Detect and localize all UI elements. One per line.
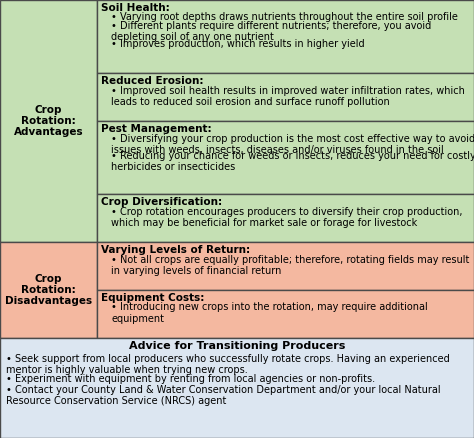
Bar: [0, 242, 97, 338]
Text: Reduced Erosion:: Reduced Erosion:: [101, 76, 204, 86]
Text: Soil Health:: Soil Health:: [101, 3, 170, 13]
Text: • Introducing new crops into the rotation, may require additional
equipment: • Introducing new crops into the rotatio…: [111, 303, 428, 324]
Bar: [0, 338, 474, 438]
Text: • Reducing your chance for weeds or insects, reduces your need for costly
herbic: • Reducing your chance for weeds or inse…: [111, 151, 474, 173]
Bar: [97, 290, 474, 338]
Bar: [97, 0, 474, 73]
Bar: [97, 73, 474, 121]
Text: • Not all crops are equally profitable; therefore, rotating fields may result
in: • Not all crops are equally profitable; …: [111, 254, 470, 276]
Text: Advice for Transitioning Producers: Advice for Transitioning Producers: [129, 341, 345, 351]
Bar: [97, 121, 474, 194]
Text: • Improved soil health results in improved water infiltration rates, which
leads: • Improved soil health results in improv…: [111, 86, 465, 107]
Bar: [97, 194, 474, 242]
Bar: [0, 0, 97, 242]
Text: Crop
Rotation:
Disadvantages: Crop Rotation: Disadvantages: [5, 274, 92, 306]
Text: Crop
Rotation:
Advantages: Crop Rotation: Advantages: [14, 105, 83, 137]
Text: Varying Levels of Return:: Varying Levels of Return:: [101, 245, 250, 255]
Text: • Contact your County Land & Water Conservation Department and/or your local Nat: • Contact your County Land & Water Conse…: [6, 385, 441, 406]
Text: • Experiment with equipment by renting from local agencies or non-profits.: • Experiment with equipment by renting f…: [6, 374, 375, 384]
Text: Equipment Costs:: Equipment Costs:: [101, 293, 205, 303]
Text: • Improves production, which results in higher yield: • Improves production, which results in …: [111, 39, 365, 49]
Text: • Diversifying your crop production is the most cost effective way to avoid
issu: • Diversifying your crop production is t…: [111, 134, 474, 155]
Text: • Varying root depths draws nutrients throughout the entire soil profile: • Varying root depths draws nutrients th…: [111, 13, 458, 22]
Text: Pest Management:: Pest Management:: [101, 124, 212, 134]
Text: Crop Diversification:: Crop Diversification:: [101, 198, 222, 207]
Bar: [97, 242, 474, 290]
Text: • Crop rotation encourages producers to diversify their crop production,
which m: • Crop rotation encourages producers to …: [111, 207, 463, 228]
Text: • Seek support from local producers who successfully rotate crops. Having an exp: • Seek support from local producers who …: [6, 354, 450, 375]
Text: • Different plants require different nutrients; therefore, you avoid
depleting s: • Different plants require different nut…: [111, 21, 431, 42]
